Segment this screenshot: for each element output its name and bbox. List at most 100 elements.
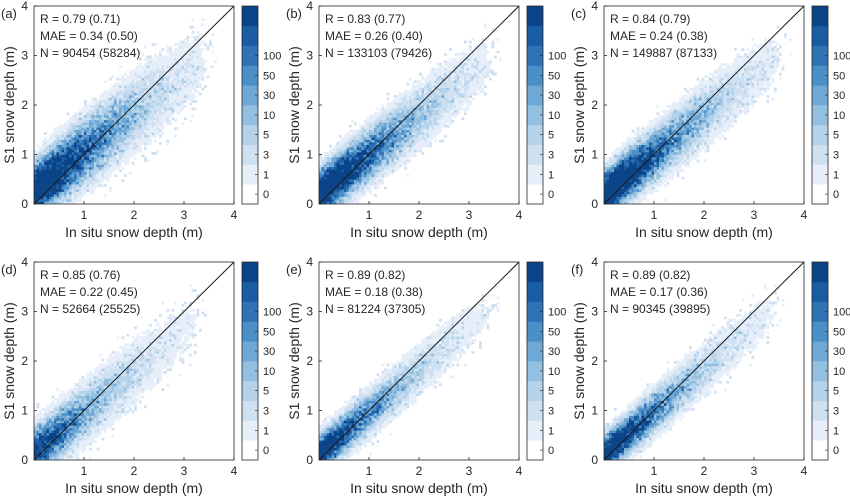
density-cell	[639, 142, 642, 145]
density-cell	[139, 122, 142, 126]
density-cell	[371, 134, 375, 138]
density-cell	[129, 90, 132, 93]
density-cell	[189, 70, 192, 74]
density-cell	[384, 154, 387, 158]
density-cell	[426, 134, 430, 138]
density-cell	[451, 72, 455, 76]
density-cell	[376, 184, 380, 187]
density-cell	[119, 152, 122, 155]
density-cell	[661, 132, 665, 135]
density-cell	[376, 179, 380, 183]
density-cell	[176, 72, 180, 76]
density-cell	[434, 100, 437, 103]
density-cell	[86, 169, 90, 173]
density-cell	[149, 72, 152, 76]
density-cell	[89, 159, 92, 163]
colorbar-band	[242, 65, 258, 86]
density-cell	[646, 134, 650, 138]
density-cell	[464, 107, 467, 111]
density-cell	[674, 117, 677, 121]
density-cell	[451, 95, 455, 98]
density-cell	[466, 65, 470, 69]
density-cell	[674, 109, 677, 113]
density-cell	[374, 184, 377, 187]
density-cell	[189, 77, 192, 81]
density-cell	[141, 114, 145, 118]
density-cell	[439, 122, 442, 126]
density-cell	[336, 142, 340, 145]
density-cell	[426, 127, 430, 131]
density-cell	[66, 147, 70, 150]
density-cell	[89, 124, 92, 128]
density-cell	[354, 122, 357, 126]
density-cell	[411, 85, 415, 88]
density-cell	[136, 127, 140, 131]
density-cell	[86, 107, 90, 111]
density-cell	[34, 164, 37, 168]
density-cell	[106, 132, 110, 135]
density-cell	[664, 171, 667, 175]
density-cell	[659, 166, 662, 170]
density-cell	[604, 166, 607, 170]
density-cell	[94, 137, 97, 140]
density-cell	[196, 53, 200, 56]
density-cell	[161, 109, 165, 113]
density-cell	[409, 119, 412, 123]
density-cell	[656, 147, 660, 150]
density-cell	[611, 196, 615, 200]
density-cell	[144, 90, 147, 93]
density-cell	[484, 43, 487, 46]
density-cell	[621, 154, 625, 158]
density-cell	[419, 97, 422, 101]
density-cell	[651, 137, 655, 140]
density-cell	[674, 161, 677, 165]
density-cell	[91, 184, 95, 187]
density-cell	[361, 171, 365, 175]
density-cell	[419, 95, 422, 98]
density-cell	[134, 70, 137, 74]
density-cell	[121, 139, 125, 143]
density-cell	[79, 122, 82, 126]
density-cell	[159, 70, 162, 74]
density-cell	[419, 109, 422, 113]
density-cell	[114, 109, 117, 113]
density-cell	[461, 95, 465, 98]
density-cell	[439, 129, 442, 133]
density-cell	[406, 129, 410, 133]
density-cell	[649, 169, 652, 173]
density-cell	[441, 82, 445, 86]
density-cell	[341, 194, 345, 197]
density-cell	[84, 156, 87, 160]
density-cell	[369, 201, 372, 204]
density-cell	[649, 174, 652, 178]
density-cell	[651, 152, 655, 155]
density-cell	[81, 149, 85, 153]
density-cell	[444, 114, 447, 118]
density-cell	[136, 90, 140, 93]
density-cell	[34, 159, 37, 163]
density-cell	[139, 142, 142, 145]
density-cell	[59, 154, 62, 158]
density-cell	[61, 159, 65, 163]
density-cell	[656, 137, 660, 140]
density-cell	[114, 161, 117, 165]
density-cell	[359, 194, 362, 197]
density-cell	[384, 174, 387, 178]
density-cell	[374, 124, 377, 128]
density-cell	[161, 90, 165, 93]
density-cell	[106, 102, 110, 106]
density-cell	[89, 144, 92, 148]
density-cell	[114, 90, 117, 93]
density-cell	[429, 124, 432, 128]
density-cell	[81, 132, 85, 135]
density-cell	[356, 132, 360, 135]
density-cell	[321, 174, 325, 178]
density-cell	[206, 45, 210, 49]
density-cell	[181, 53, 185, 56]
density-cell	[436, 107, 440, 111]
density-cell	[109, 142, 112, 145]
density-cell	[126, 154, 130, 158]
density-cell	[81, 181, 85, 185]
density-cell	[159, 72, 162, 76]
